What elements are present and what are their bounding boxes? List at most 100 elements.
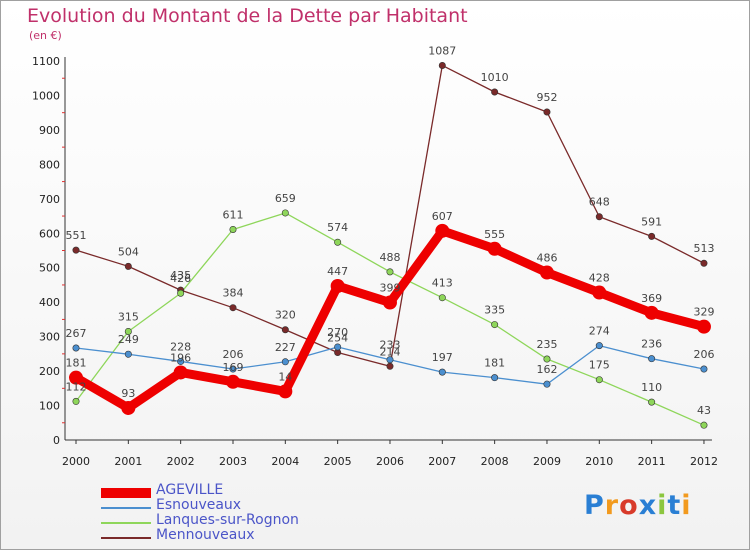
data-label: 315	[118, 310, 139, 323]
data-label: 236	[641, 338, 662, 351]
series-line-mennouveaux	[75, 64, 705, 367]
data-label: 267	[66, 327, 87, 340]
data-point	[644, 305, 659, 320]
data-label: 249	[118, 333, 139, 346]
data-label: 413	[432, 277, 453, 290]
data-point	[177, 357, 185, 365]
data-label: 399	[379, 282, 400, 295]
data-label: 110	[641, 381, 662, 394]
data-label: 384	[222, 287, 243, 300]
logo-letter: r	[604, 490, 620, 521]
data-point	[386, 362, 394, 370]
data-label: 591	[641, 215, 662, 228]
data-label: 1010	[481, 71, 509, 84]
data-point	[435, 223, 450, 238]
data-point	[543, 380, 551, 388]
x-tick-label: 2003	[219, 455, 247, 468]
data-point	[281, 358, 289, 366]
data-label: 228	[170, 340, 191, 353]
data-label: 233	[379, 339, 400, 352]
data-label: 43	[697, 404, 711, 417]
data-point	[69, 370, 83, 385]
data-label: 329	[693, 306, 714, 319]
logo-letter: i	[657, 490, 668, 521]
data-point	[438, 368, 446, 376]
data-point	[124, 350, 132, 358]
data-point	[386, 268, 394, 276]
data-point	[334, 343, 342, 351]
logo-letter: t	[667, 490, 682, 521]
data-point	[700, 365, 708, 373]
data-label: 214	[379, 345, 400, 358]
data-point	[173, 365, 188, 380]
data-label: 197	[432, 351, 453, 364]
data-point	[648, 398, 656, 406]
legend-swatch	[101, 507, 151, 509]
data-point	[330, 278, 345, 293]
x-tick-label: 2000	[62, 455, 90, 468]
legend-swatch	[101, 488, 151, 498]
data-label: 175	[589, 359, 610, 372]
data-label: 254	[327, 331, 348, 344]
y-tick-label: 500	[39, 262, 60, 275]
data-point	[595, 342, 603, 350]
y-tick-label: 400	[39, 296, 60, 309]
data-point	[386, 356, 394, 364]
x-tick-label: 2006	[376, 455, 404, 468]
data-point	[278, 384, 293, 399]
x-tick-label: 2008	[481, 455, 509, 468]
y-tick-label: 1000	[32, 89, 60, 102]
y-tick-label: 800	[39, 158, 60, 171]
data-point	[539, 265, 554, 280]
data-label: 551	[66, 229, 87, 242]
data-label: 426	[170, 272, 191, 285]
data-label: 320	[275, 309, 296, 322]
y-tick-label: 300	[39, 331, 60, 344]
legend-label: Mennouveaux	[156, 527, 255, 543]
data-label: 504	[118, 245, 139, 258]
data-point	[592, 285, 607, 300]
y-tick-label: 900	[39, 124, 60, 137]
data-point	[491, 374, 499, 382]
data-point	[438, 294, 446, 302]
data-label: 555	[484, 228, 505, 241]
data-point	[438, 61, 446, 69]
data-point	[177, 289, 185, 297]
data-label: 648	[589, 196, 610, 209]
data-label: 274	[589, 325, 610, 338]
legend-swatch	[101, 522, 151, 524]
data-point	[700, 259, 708, 267]
data-point	[543, 108, 551, 116]
x-tick-label: 2010	[585, 455, 613, 468]
logo-letter: P	[584, 490, 605, 521]
data-label: 14	[278, 370, 292, 383]
logo-letter: o	[619, 490, 639, 521]
data-point	[334, 238, 342, 246]
data-point	[124, 262, 132, 270]
y-tick-label: 200	[39, 365, 60, 378]
data-point	[696, 319, 711, 334]
data-label: 162	[536, 363, 557, 376]
data-label: 486	[536, 252, 557, 265]
data-point	[72, 397, 80, 405]
data-label: 227	[275, 341, 296, 354]
x-tick-label: 2011	[638, 455, 666, 468]
logo-letter: i	[681, 490, 692, 521]
chart-title: Evolution du Montant de la Dette par Hab…	[27, 5, 468, 27]
data-label: 513	[693, 242, 714, 255]
y-tick-label: 1100	[32, 55, 60, 68]
data-point	[487, 241, 502, 256]
data-point	[229, 365, 237, 373]
data-label: 206	[222, 348, 243, 361]
data-label: 428	[589, 272, 610, 285]
x-tick-label: 2001	[114, 455, 142, 468]
data-label: 196	[170, 351, 191, 364]
legend-label: AGEVILLE	[156, 482, 224, 498]
x-tick-label: 2004	[271, 455, 299, 468]
logo-letter: x	[638, 490, 658, 521]
data-label: 1087	[428, 44, 456, 57]
data-point	[229, 225, 237, 233]
data-label: 206	[693, 348, 714, 361]
